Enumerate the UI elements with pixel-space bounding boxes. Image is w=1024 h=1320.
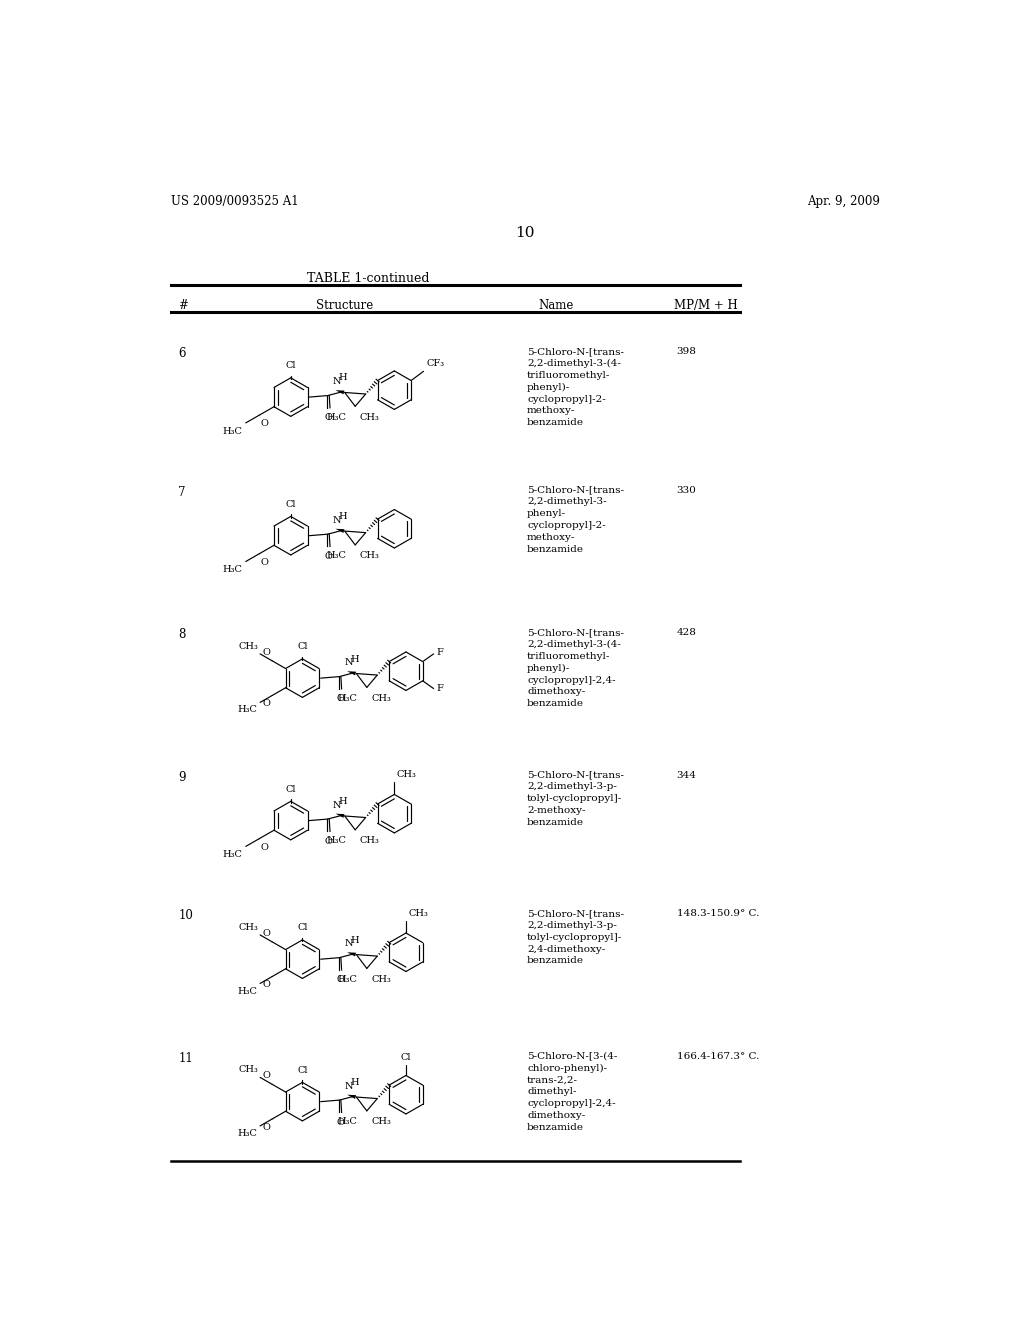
Text: US 2009/0093525 A1: US 2009/0093525 A1 [171, 195, 298, 209]
Text: 148.3-150.9° C.: 148.3-150.9° C. [677, 909, 759, 919]
Text: N: N [344, 1082, 353, 1090]
Text: N: N [333, 801, 341, 810]
Polygon shape [336, 529, 344, 533]
Text: H: H [339, 797, 347, 807]
Polygon shape [336, 391, 344, 395]
Text: O: O [336, 1118, 344, 1127]
Text: H₃C: H₃C [326, 552, 346, 560]
Text: CH₃: CH₃ [372, 693, 391, 702]
Text: 10: 10 [515, 226, 535, 240]
Text: Cl: Cl [400, 1052, 412, 1061]
Text: CH₃: CH₃ [239, 1065, 258, 1074]
Text: CH₃: CH₃ [239, 642, 258, 651]
Text: Cl: Cl [286, 362, 296, 370]
Text: CH₃: CH₃ [372, 1117, 391, 1126]
Text: 5-Chloro-N-[trans-
2,2-dimethyl-3-(4-
trifluoromethyl-
phenyl)-
cyclopropyl]-2-
: 5-Chloro-N-[trans- 2,2-dimethyl-3-(4- tr… [527, 347, 624, 428]
Text: MP/M + H: MP/M + H [675, 300, 738, 313]
Text: H: H [350, 936, 359, 945]
Text: H₃C: H₃C [338, 974, 357, 983]
Text: CH₃: CH₃ [359, 836, 380, 845]
Text: O: O [261, 842, 268, 851]
Text: 5-Chloro-N-[trans-
2,2-dimethyl-3-
phenyl-
cyclopropyl]-2-
methoxy-
benzamide: 5-Chloro-N-[trans- 2,2-dimethyl-3- pheny… [527, 486, 624, 553]
Text: CH₃: CH₃ [396, 770, 417, 779]
Text: O: O [336, 694, 344, 704]
Text: H₃C: H₃C [338, 693, 357, 702]
Text: H₃C: H₃C [223, 426, 243, 436]
Text: Cl: Cl [297, 923, 307, 932]
Text: Structure: Structure [316, 300, 374, 313]
Text: O: O [261, 557, 268, 566]
Text: H₃C: H₃C [326, 836, 346, 845]
Text: N: N [333, 378, 341, 387]
Text: O: O [263, 1123, 270, 1131]
Text: H: H [339, 374, 347, 383]
Text: #: # [178, 300, 188, 313]
Text: O: O [263, 700, 270, 709]
Text: Cl: Cl [286, 500, 296, 508]
Text: O: O [263, 929, 270, 939]
Text: H₃C: H₃C [338, 1117, 357, 1126]
Text: 428: 428 [677, 628, 696, 638]
Text: H₃C: H₃C [223, 850, 243, 859]
Text: H: H [350, 655, 359, 664]
Text: 166.4-167.3° C.: 166.4-167.3° C. [677, 1052, 759, 1060]
Text: CF₃: CF₃ [427, 359, 444, 368]
Text: H₃C: H₃C [238, 986, 257, 995]
Text: O: O [325, 413, 333, 422]
Text: CH₃: CH₃ [359, 412, 380, 421]
Text: Cl: Cl [297, 1065, 307, 1074]
Text: 344: 344 [677, 771, 696, 780]
Text: Cl: Cl [286, 784, 296, 793]
Polygon shape [336, 813, 344, 818]
Text: F: F [436, 684, 443, 693]
Text: 398: 398 [677, 347, 696, 356]
Text: O: O [261, 418, 268, 428]
Text: H₃C: H₃C [326, 412, 346, 421]
Text: O: O [336, 975, 344, 985]
Polygon shape [347, 952, 356, 957]
Text: 5-Chloro-N-[trans-
2,2-dimethyl-3-p-
tolyl-cyclopropyl]-
2-methoxy-
benzamide: 5-Chloro-N-[trans- 2,2-dimethyl-3-p- tol… [527, 771, 624, 826]
Text: 11: 11 [178, 1052, 194, 1065]
Text: CH₃: CH₃ [239, 923, 258, 932]
Polygon shape [347, 1094, 356, 1098]
Text: H₃C: H₃C [238, 705, 257, 714]
Text: O: O [325, 837, 333, 846]
Text: N: N [333, 516, 341, 525]
Text: CH₃: CH₃ [409, 908, 428, 917]
Text: 8: 8 [178, 628, 185, 642]
Text: H₃C: H₃C [238, 1129, 257, 1138]
Text: 330: 330 [677, 486, 696, 495]
Text: O: O [263, 981, 270, 990]
Text: Name: Name [539, 300, 574, 313]
Text: 7: 7 [178, 486, 186, 499]
Text: O: O [263, 648, 270, 657]
Text: 5-Chloro-N-[trans-
2,2-dimethyl-3-p-
tolyl-cyclopropyl]-
2,4-dimethoxy-
benzamid: 5-Chloro-N-[trans- 2,2-dimethyl-3-p- tol… [527, 909, 624, 965]
Text: Cl: Cl [297, 643, 307, 651]
Text: CH₃: CH₃ [372, 974, 391, 983]
Text: 10: 10 [178, 909, 194, 923]
Text: CH₃: CH₃ [359, 552, 380, 560]
Polygon shape [347, 671, 356, 676]
Text: TABLE 1-continued: TABLE 1-continued [307, 272, 429, 285]
Text: 6: 6 [178, 347, 186, 360]
Text: H₃C: H₃C [223, 565, 243, 574]
Text: F: F [436, 648, 443, 657]
Text: Apr. 9, 2009: Apr. 9, 2009 [807, 195, 880, 209]
Text: O: O [263, 1072, 270, 1081]
Text: H: H [339, 512, 347, 521]
Text: 5-Chloro-N-[trans-
2,2-dimethyl-3-(4-
trifluoromethyl-
phenyl)-
cyclopropyl]-2,4: 5-Chloro-N-[trans- 2,2-dimethyl-3-(4- tr… [527, 628, 624, 709]
Text: N: N [344, 659, 353, 668]
Text: 5-Chloro-N-[3-(4-
chloro-phenyl)-
trans-2,2-
dimethyl-
cyclopropyl]-2,4-
dimetho: 5-Chloro-N-[3-(4- chloro-phenyl)- trans-… [527, 1052, 617, 1131]
Text: H: H [350, 1078, 359, 1088]
Text: O: O [325, 552, 333, 561]
Text: 9: 9 [178, 771, 186, 784]
Text: N: N [344, 940, 353, 949]
